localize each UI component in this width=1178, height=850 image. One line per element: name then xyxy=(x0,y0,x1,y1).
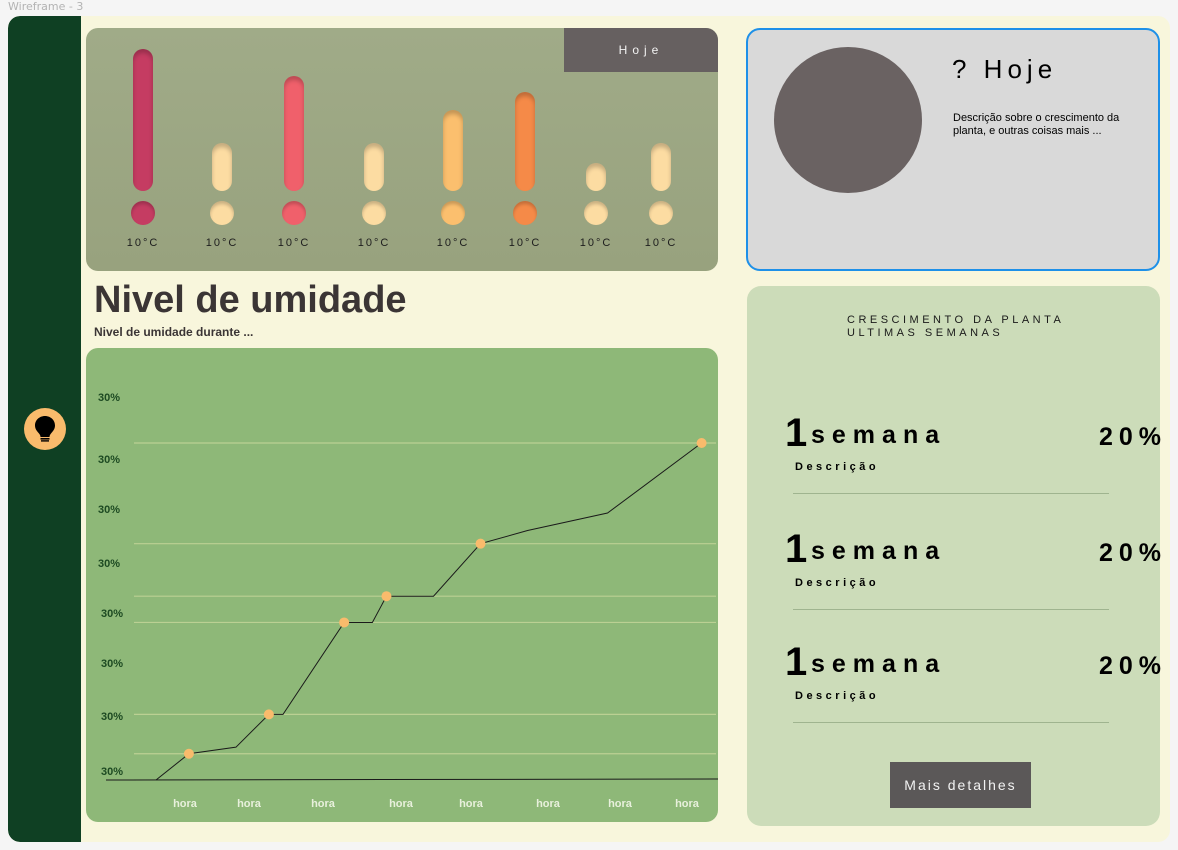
y-tick-label: 30% xyxy=(101,658,123,670)
x-tick-label: hora xyxy=(311,798,336,810)
y-tick-label: 30% xyxy=(98,454,120,466)
temperature-bulb xyxy=(584,201,608,225)
x-tick-label: hora xyxy=(675,798,700,810)
humidity-chart: 30% 30% 30% 30% 30% 30% 30% 30% hora hora hora hora… xyxy=(86,348,718,822)
x-tick-label: hora xyxy=(536,798,561,810)
y-tick-label: 30% xyxy=(101,766,123,778)
y-tick-label: 30% xyxy=(98,504,120,516)
temperature-panel: Hoje 10°C 10°C 10°C 10°C 10°C 10°C 10°C 10°C xyxy=(86,28,718,271)
growth-card: CRESCIMENTO DA PLANTA ULTIMAS SEMANAS 1 … xyxy=(747,286,1161,826)
data-point xyxy=(696,438,707,449)
dashboard-canvas: Hoje 10°C 10°C 10°C 10°C 10°C 10°C 10°C 10°C ? … xyxy=(8,16,1170,842)
divider xyxy=(793,493,1109,494)
humidity-subtitle: Nivel de umidade durante ... xyxy=(94,325,254,339)
temperature-bar xyxy=(133,49,153,191)
growth-description: Descrição xyxy=(795,577,880,589)
x-tick-label: hora xyxy=(173,798,198,810)
lightbulb-icon xyxy=(35,416,55,442)
temperature-bulb xyxy=(441,201,465,225)
y-tick-label: 30% xyxy=(101,711,123,723)
more-details-button[interactable]: Mais detalhes xyxy=(890,762,1031,808)
temperature-label: 10°C xyxy=(508,237,542,249)
temperature-bar xyxy=(443,109,463,191)
growth-item: 1 semana 20% Descrição xyxy=(785,527,1161,627)
temperature-label: 10°C xyxy=(436,237,470,249)
temperature-label: 10°C xyxy=(644,237,678,249)
data-point xyxy=(183,748,194,759)
growth-number: 1 xyxy=(785,640,808,684)
temperature-label: 10°C xyxy=(579,237,613,249)
temperature-bulb xyxy=(649,201,673,225)
humidity-title: Nivel de umidade xyxy=(94,279,407,321)
today-description: Descrição sobre o crescimento da planta,… xyxy=(953,112,1120,137)
divider xyxy=(793,722,1109,723)
growth-unit: semana xyxy=(811,650,947,678)
frame-label: Wireframe - 3 xyxy=(8,0,84,13)
temperature-bulb xyxy=(210,201,234,225)
today-button[interactable]: Hoje xyxy=(564,28,718,72)
temperature-bulb xyxy=(282,201,306,225)
temperature-bar xyxy=(586,163,606,191)
lightbulb-button[interactable] xyxy=(24,408,66,450)
temperature-bar xyxy=(212,142,232,191)
temperature-bar xyxy=(284,76,304,191)
plant-image-placeholder xyxy=(774,47,922,193)
humidity-chart-svg: 30% 30% 30% 30% 30% 30% 30% 30% hora hora hora hora… xyxy=(98,392,718,810)
growth-percent: 20% xyxy=(1098,539,1167,567)
temperature-bar xyxy=(515,91,535,191)
growth-unit: semana xyxy=(811,537,947,565)
temperature-label: 10°C xyxy=(205,237,239,249)
data-point xyxy=(381,591,392,602)
x-tick-label: hora xyxy=(237,798,262,810)
x-tick-label: hora xyxy=(459,798,484,810)
y-tick-label: 30% xyxy=(98,392,120,404)
temperature-label: 10°C xyxy=(357,237,391,249)
temperature-bar xyxy=(651,142,671,191)
x-tick-label: hora xyxy=(389,798,414,810)
data-point xyxy=(339,617,350,628)
growth-description: Descrição xyxy=(795,690,880,702)
growth-item: 1 semana 20% Descrição xyxy=(785,640,1161,740)
temperature-bulb xyxy=(131,201,155,225)
plant-today-card[interactable]: ? Hoje Descrição sobre o crescimento da … xyxy=(746,28,1160,271)
temperature-bulb xyxy=(513,201,537,225)
x-axis-line xyxy=(105,778,718,781)
growth-item: 1 semana 20% Descrição xyxy=(785,411,1161,511)
divider xyxy=(793,609,1109,610)
y-tick-label: 30% xyxy=(98,558,120,570)
growth-percent: 20% xyxy=(1098,423,1167,451)
data-point xyxy=(475,538,486,549)
temperature-label: 10°C xyxy=(126,237,160,249)
temperature-label: 10°C xyxy=(277,237,311,249)
growth-number: 1 xyxy=(785,527,808,571)
growth-unit: semana xyxy=(811,421,947,449)
sidebar xyxy=(8,16,81,842)
today-title: ? Hoje xyxy=(952,54,1058,84)
growth-percent: 20% xyxy=(1098,652,1167,680)
growth-description: Descrição xyxy=(795,461,880,473)
growth-title: CRESCIMENTO DA PLANTA ULTIMAS SEMANAS xyxy=(847,314,1064,339)
data-point xyxy=(263,709,274,720)
humidity-line xyxy=(155,442,702,781)
growth-number: 1 xyxy=(785,411,808,455)
temperature-bar xyxy=(364,142,384,191)
y-tick-label: 30% xyxy=(101,608,123,620)
temperature-bulb xyxy=(362,201,386,225)
x-tick-label: hora xyxy=(608,798,633,810)
